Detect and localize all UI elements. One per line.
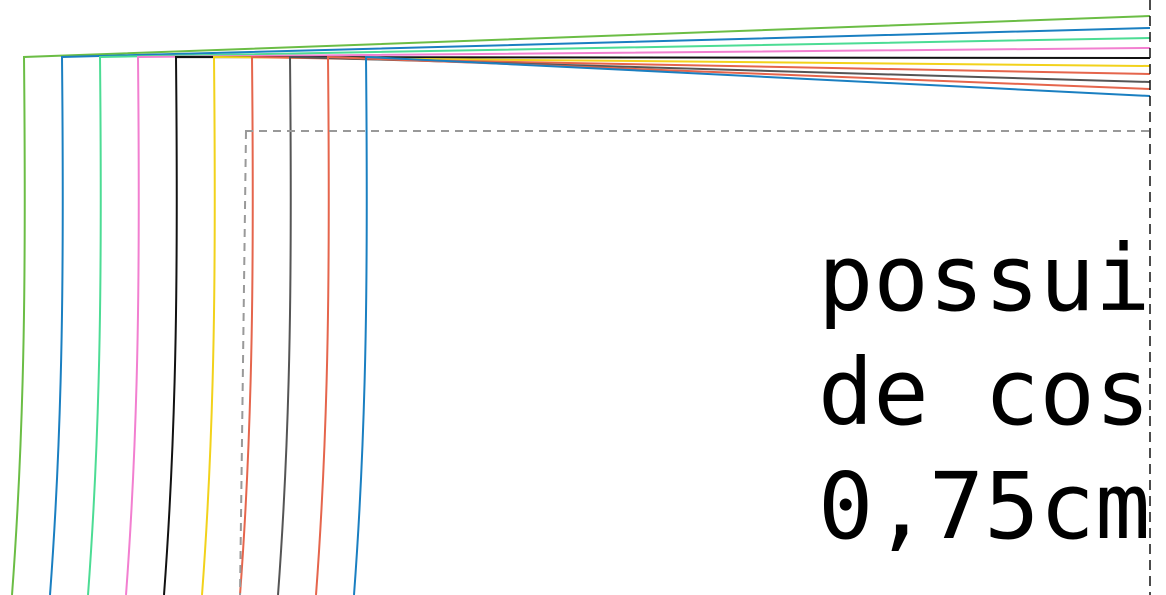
seam-allowance-note: possui margem de costura 0,75cm	[818, 222, 1150, 564]
size-line-8	[277, 55, 1151, 595]
size-line-3	[87, 37, 1151, 595]
size-line-10	[353, 55, 1151, 595]
size-line-1	[11, 15, 1151, 595]
size-line-2	[49, 27, 1151, 595]
size-lines-group	[11, 15, 1151, 595]
size-line-9	[315, 55, 1151, 595]
note-line-3: 0,75cm	[818, 453, 1150, 560]
note-line-1: possui margem	[818, 225, 1150, 332]
size-line-5	[163, 55, 1151, 595]
note-line-2: de costura	[818, 339, 1150, 446]
size-line-7	[239, 55, 1151, 595]
seam-allowance-guide-left	[239, 130, 247, 595]
size-line-6	[201, 55, 1151, 595]
size-line-4	[125, 47, 1151, 595]
